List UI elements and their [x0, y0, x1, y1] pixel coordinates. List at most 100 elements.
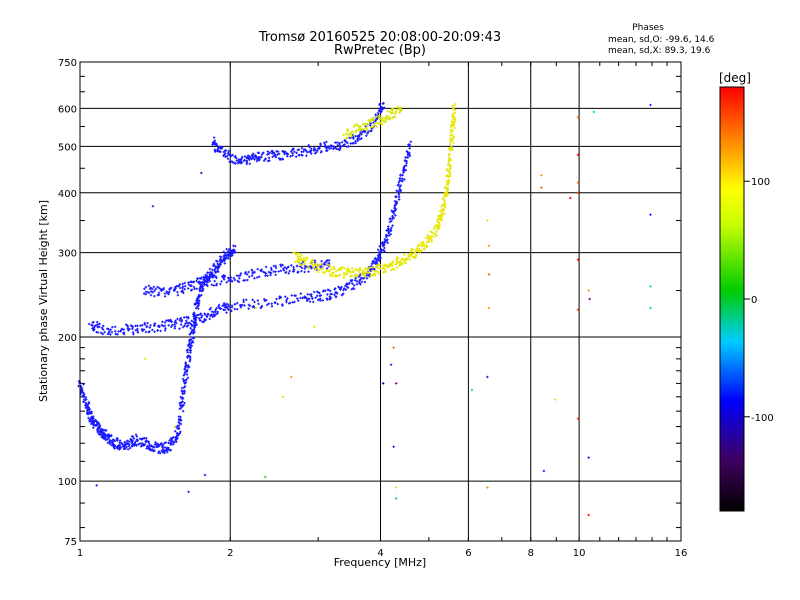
data-point	[190, 344, 193, 347]
data-point	[286, 153, 290, 156]
data-point	[268, 159, 271, 162]
data-point	[395, 266, 399, 269]
data-point	[145, 437, 148, 440]
data-point	[363, 280, 367, 284]
data-point	[352, 137, 355, 140]
data-point	[210, 271, 214, 275]
data-point	[253, 277, 256, 280]
data-point	[236, 279, 239, 283]
data-point	[375, 115, 378, 118]
data-point	[354, 274, 357, 278]
data-point	[203, 283, 206, 287]
data-point	[439, 209, 442, 213]
data-point	[239, 272, 243, 275]
data-point	[393, 209, 396, 213]
data-point	[355, 280, 359, 283]
data-point	[359, 268, 362, 272]
data-point	[376, 111, 380, 115]
y-tick-label: 750	[58, 58, 77, 69]
data-point	[163, 295, 167, 298]
data-point	[375, 260, 378, 263]
data-point	[210, 313, 213, 317]
data-point	[100, 429, 104, 433]
data-point	[237, 274, 241, 278]
data-point	[216, 260, 219, 263]
data-point	[125, 445, 128, 449]
data-point	[194, 316, 197, 319]
data-point	[299, 256, 302, 259]
data-point	[225, 254, 229, 257]
data-point	[381, 119, 384, 122]
data-point	[338, 142, 341, 145]
data-point	[102, 428, 106, 432]
data-point	[245, 298, 248, 301]
data-point	[360, 137, 363, 140]
data-point	[438, 214, 442, 217]
data-point	[329, 289, 332, 293]
data-point	[389, 263, 393, 267]
data-point	[85, 403, 88, 406]
data-point	[345, 272, 349, 276]
data-point	[134, 433, 138, 436]
data-point	[365, 126, 368, 130]
y-tick-label: 75	[64, 537, 77, 548]
data-point	[396, 257, 400, 260]
data-point	[183, 401, 186, 405]
data-point	[252, 304, 255, 308]
data-point	[312, 300, 315, 304]
data-point	[385, 114, 388, 118]
chart-subtitle: RwPretec (Bp)	[334, 43, 426, 58]
data-point	[246, 278, 249, 282]
x-tick-label: 10	[573, 548, 586, 559]
data-point	[394, 208, 398, 211]
data-point	[167, 319, 170, 322]
data-point	[193, 287, 196, 291]
data-point	[163, 449, 166, 452]
data-point	[383, 106, 386, 109]
data-point	[107, 433, 111, 436]
data-point	[80, 386, 83, 390]
data-point	[588, 297, 591, 301]
data-point	[365, 122, 369, 126]
data-point	[394, 214, 397, 217]
data-point	[208, 267, 212, 271]
data-point	[371, 269, 374, 272]
data-point	[156, 285, 159, 289]
data-point	[437, 225, 440, 229]
data-point	[450, 139, 454, 142]
data-point	[220, 280, 223, 283]
data-point	[391, 264, 394, 268]
data-point	[144, 285, 148, 289]
data-point	[233, 307, 236, 311]
data-point	[357, 136, 360, 140]
data-point	[403, 253, 406, 256]
data-point	[227, 279, 230, 282]
data-point	[311, 260, 315, 263]
data-point	[374, 273, 377, 277]
data-point	[344, 288, 348, 291]
data-point	[267, 302, 271, 305]
data-point	[216, 149, 219, 153]
data-point	[126, 325, 130, 329]
data-point	[576, 191, 580, 194]
data-point	[394, 263, 397, 266]
data-point	[220, 147, 224, 150]
data-point	[205, 314, 208, 318]
data-point	[394, 486, 398, 489]
data-point	[281, 157, 284, 161]
data-point	[279, 296, 283, 299]
data-point	[264, 157, 267, 160]
data-point	[428, 238, 431, 241]
data-point	[195, 306, 198, 310]
data-point	[339, 287, 342, 291]
data-point	[379, 252, 382, 256]
data-point	[135, 444, 138, 447]
data-point	[317, 270, 320, 274]
data-point	[248, 304, 252, 308]
data-point	[378, 116, 381, 119]
data-point	[92, 320, 95, 324]
data-point	[113, 439, 117, 443]
data-point	[349, 133, 352, 137]
data-point	[300, 264, 303, 267]
data-point	[268, 151, 272, 154]
